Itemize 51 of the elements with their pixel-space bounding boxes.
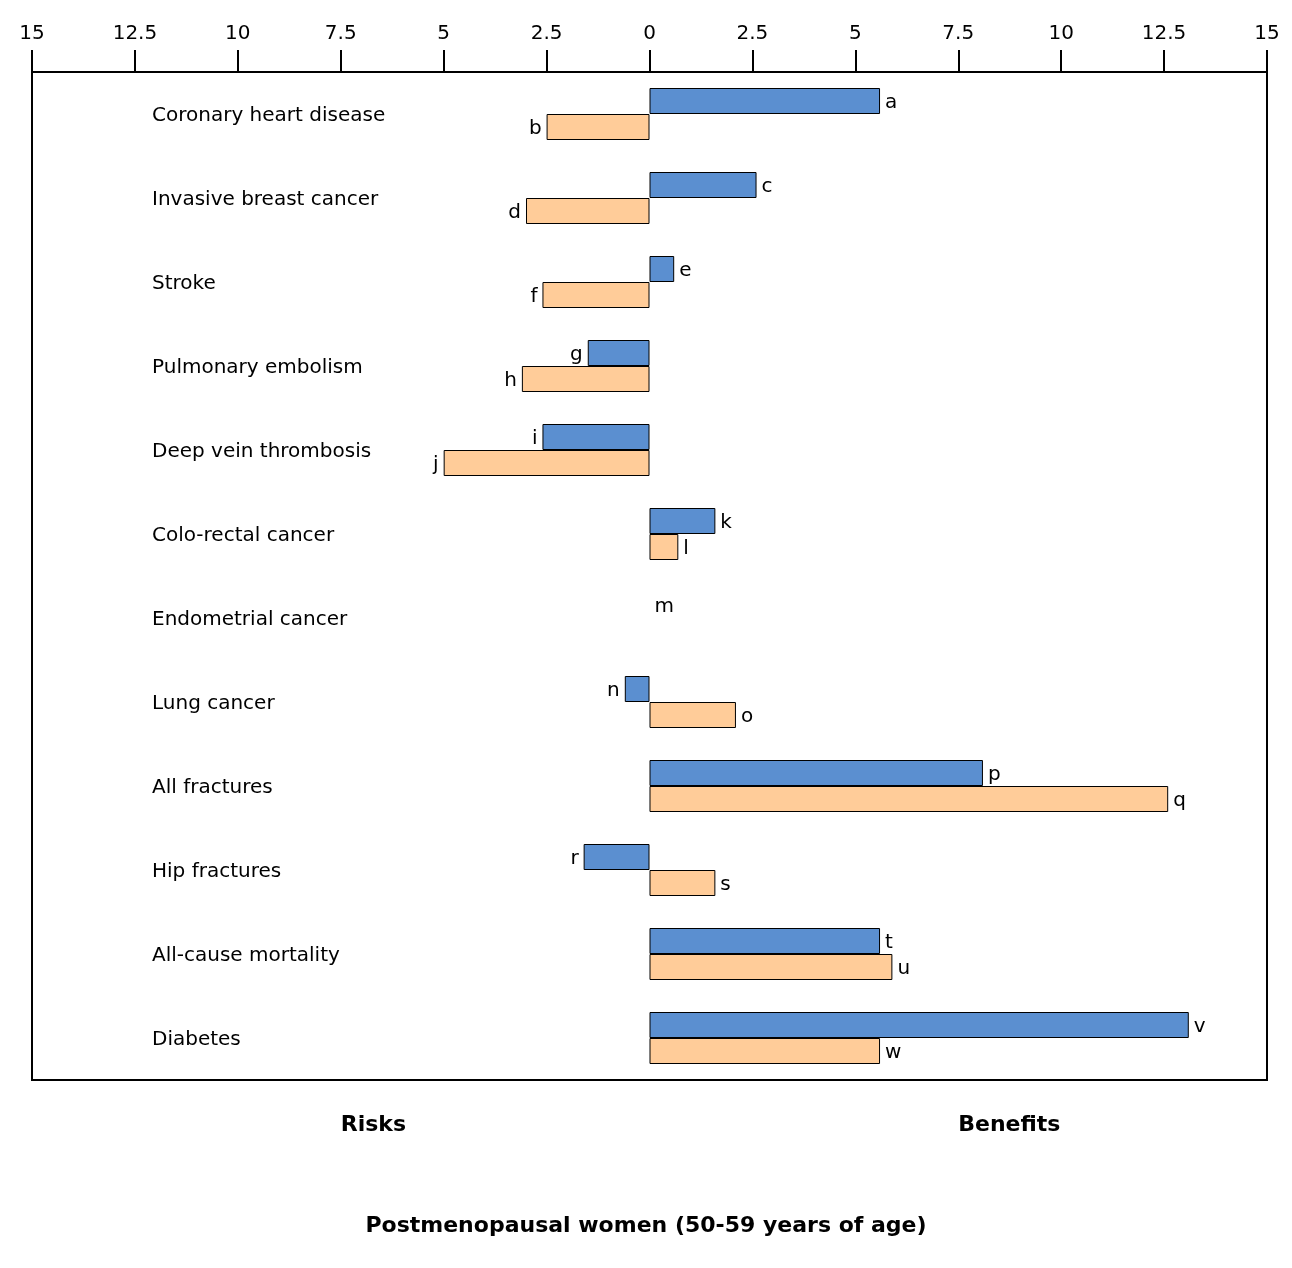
text: Postmenopausal women (50-59 years of age) <box>365 1211 927 1237</box>
x-tick-label: 5 <box>848 20 862 44</box>
data-label: o <box>740 703 754 727</box>
data-label: k <box>720 509 733 533</box>
data-label: e <box>679 257 692 281</box>
y-tick-label: Hip fractures <box>152 858 282 882</box>
x-tick-label: 15 <box>19 20 45 44</box>
y-tick-label: Colo-rectal cancer <box>152 522 335 546</box>
y-tick-label: Endometrial cancer <box>152 606 349 630</box>
x-tick-label: 2.5 <box>736 20 769 44</box>
x-tick-label: 15 <box>1254 20 1280 44</box>
y-tick-label: All-cause mortality <box>152 942 341 966</box>
data-label: d <box>508 199 521 223</box>
x-tick-label: 7.5 <box>942 20 975 44</box>
x-tick-label: 12.5 <box>112 20 158 44</box>
x-tick-label: 10 <box>225 20 251 44</box>
y-tick-label: Diabetes <box>152 1026 241 1050</box>
y-tick-label: Stroke <box>152 270 216 294</box>
text: Benefits <box>958 1110 1061 1136</box>
data-label: w <box>885 1039 902 1063</box>
data-label: l <box>683 535 689 559</box>
y-tick-label: Lung cancer <box>152 690 276 714</box>
data-label: v <box>1193 1013 1206 1037</box>
data-label: n <box>607 677 620 701</box>
data-label: i <box>531 425 538 449</box>
data-label: c <box>761 173 773 197</box>
x-tick-label: 10 <box>1048 20 1074 44</box>
data-label: p <box>987 761 1001 785</box>
x-tick-label: 12.5 <box>1141 20 1187 44</box>
x-tick-label: 2.5 <box>530 20 563 44</box>
y-tick-label: Invasive breast cancer <box>152 186 380 210</box>
data-label: m <box>654 593 674 617</box>
data-label: b <box>528 115 542 139</box>
x-tick-label: 7.5 <box>324 20 357 44</box>
data-label: q <box>1173 787 1186 811</box>
x-tick-label: 0 <box>643 20 656 44</box>
y-tick-label: Deep vein thrombosis <box>152 438 372 462</box>
data-label: j <box>432 451 439 475</box>
data-label: a <box>885 89 898 113</box>
data-label: g <box>570 341 583 365</box>
data-label: u <box>897 955 911 979</box>
data-label: t <box>885 929 894 953</box>
y-tick-label: Pulmonary embolism <box>152 354 363 378</box>
data-label: s <box>720 871 731 895</box>
text: Risks <box>340 1110 407 1136</box>
y-tick-label: Coronary heart disease <box>152 102 386 126</box>
data-label: r <box>570 845 580 869</box>
y-tick-label: All fractures <box>152 774 273 798</box>
x-tick-label: 5 <box>437 20 451 44</box>
data-label: h <box>504 367 517 391</box>
data-label: f <box>530 283 539 307</box>
